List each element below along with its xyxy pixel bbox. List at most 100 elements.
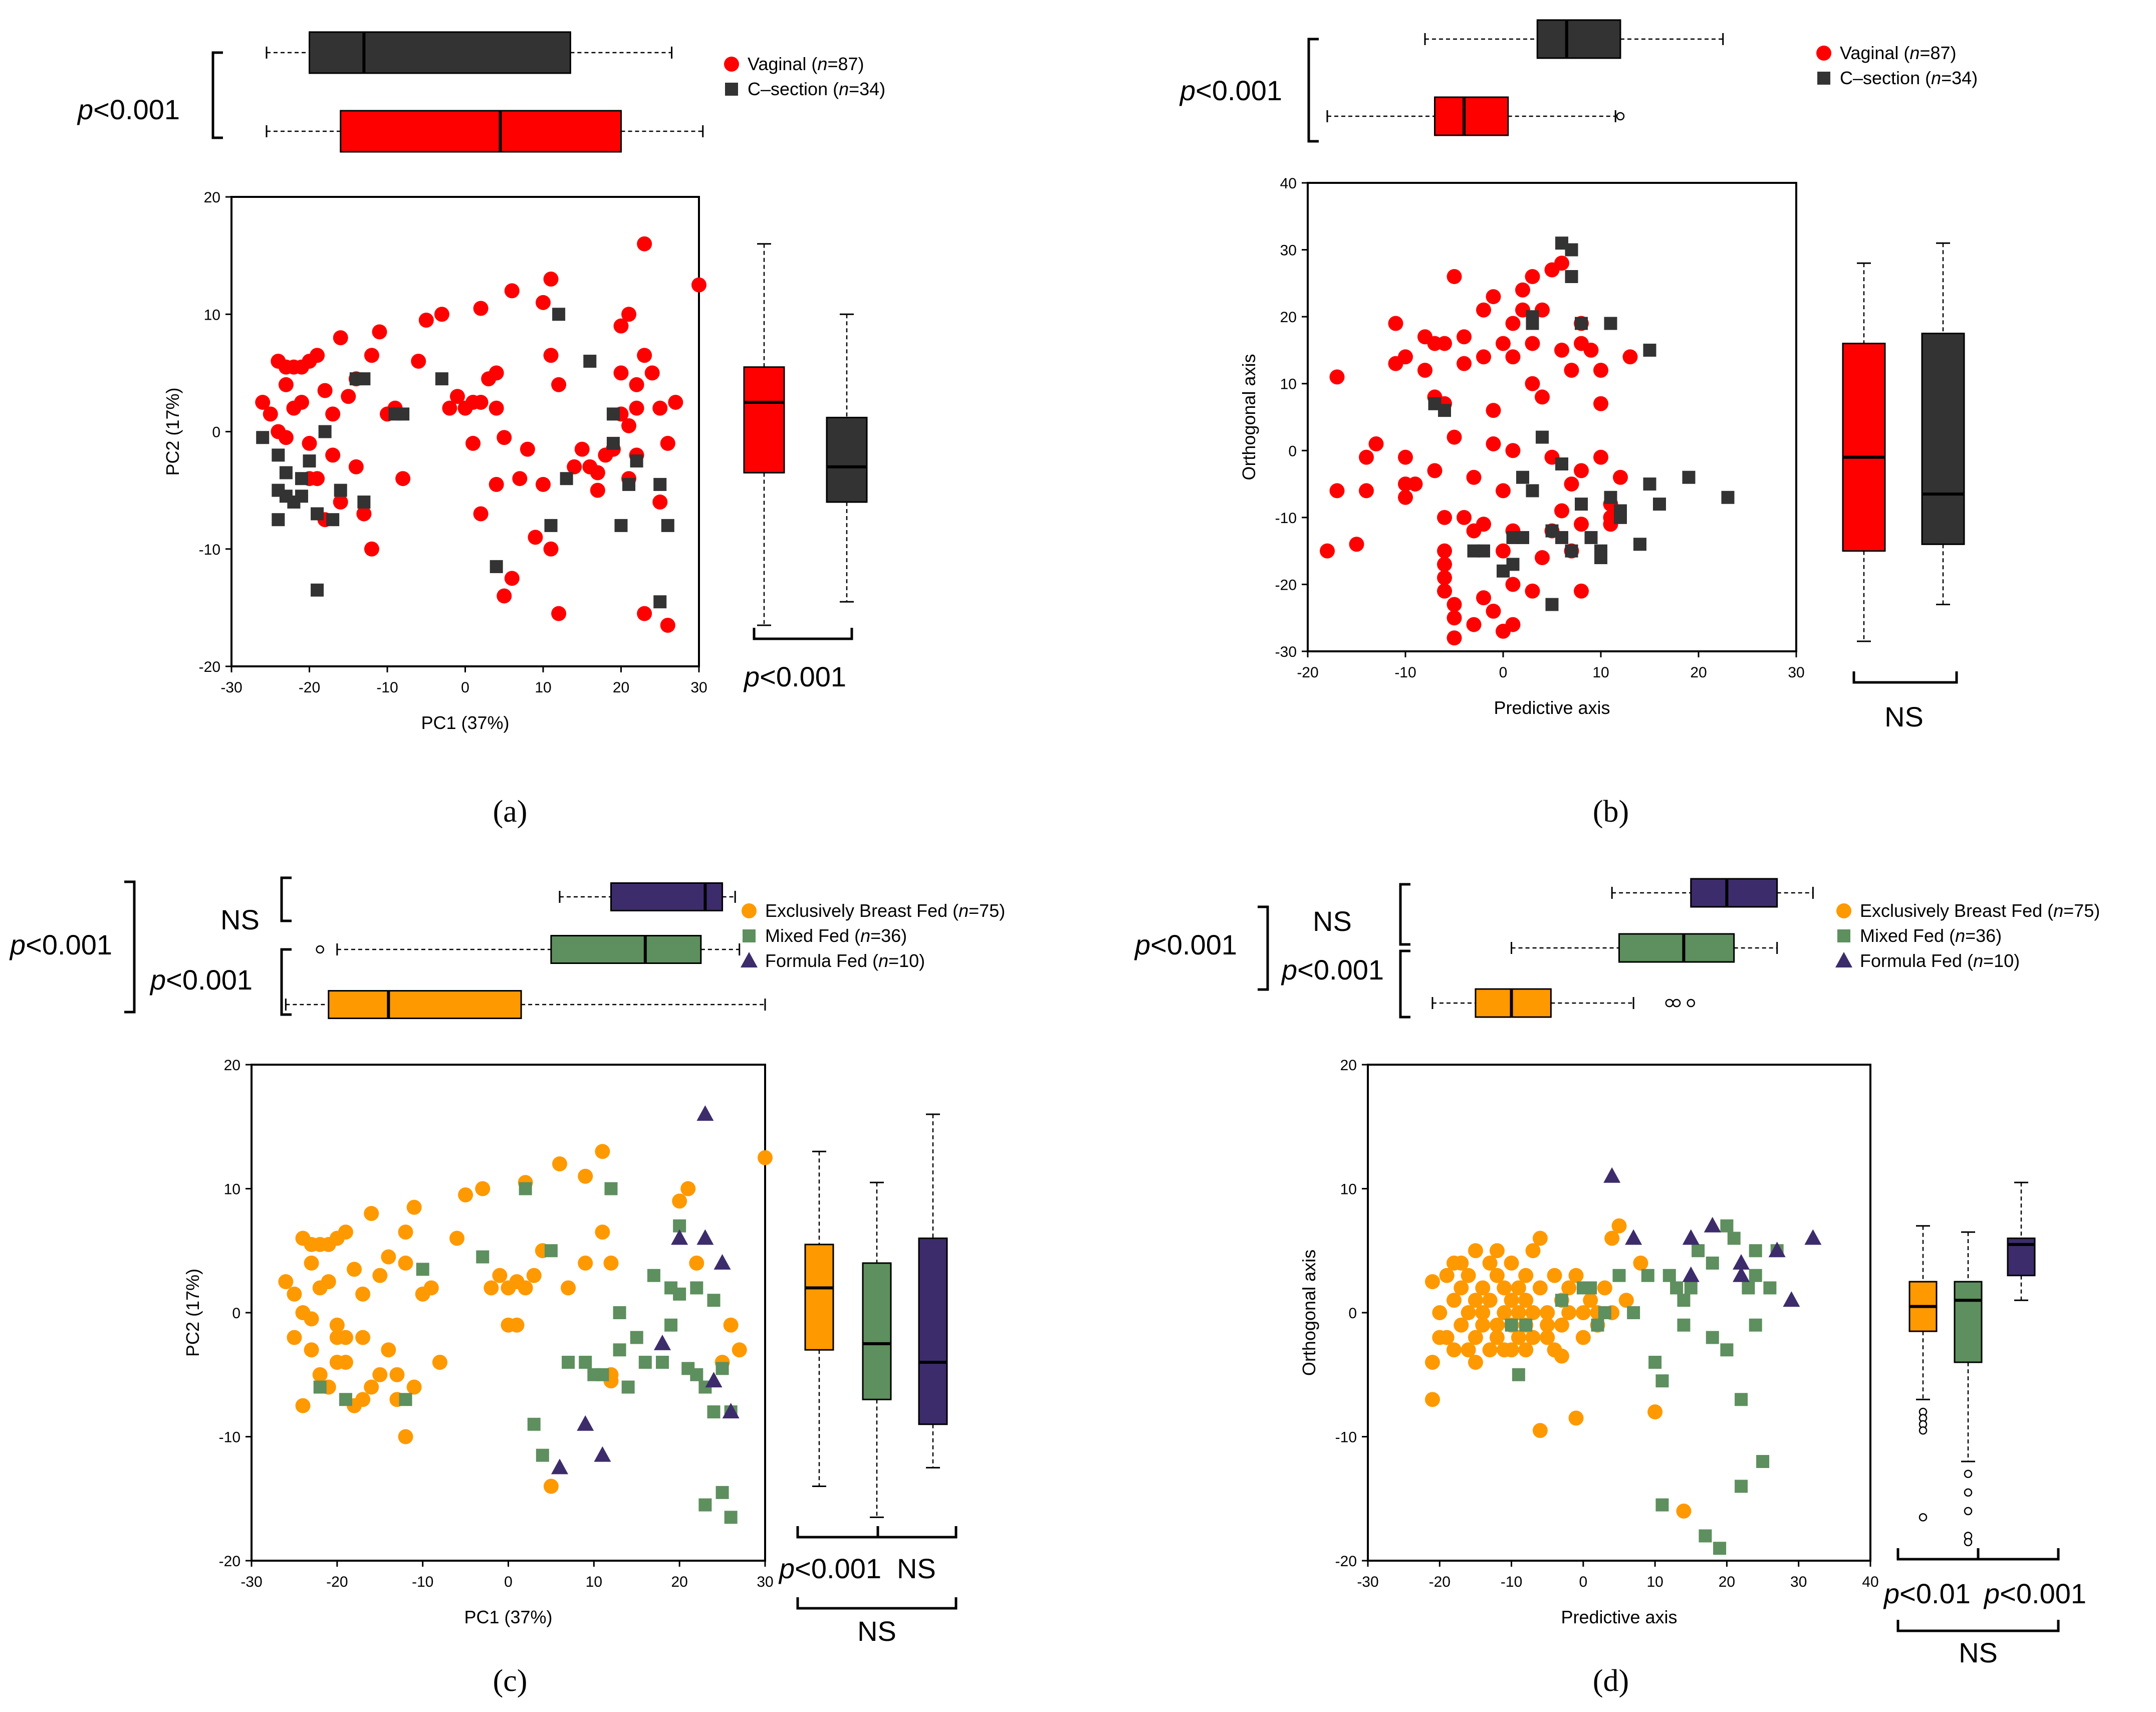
sig-bracket <box>1977 1548 2060 1561</box>
data-point <box>1454 1317 1469 1333</box>
outlier <box>1964 1470 1973 1478</box>
data-point <box>544 1244 558 1258</box>
sig-bracket <box>280 876 292 922</box>
sig-bracket <box>1399 949 1410 1019</box>
data-point <box>504 283 520 299</box>
outlier <box>1687 999 1696 1008</box>
data-point <box>722 1403 740 1418</box>
top-boxplot-exclusively-breast-fed <box>1431 988 1696 1018</box>
data-point <box>1437 336 1452 351</box>
data-point <box>310 471 325 486</box>
data-point <box>613 1306 626 1319</box>
data-point <box>326 513 340 527</box>
data-point <box>551 377 567 392</box>
data-point <box>1561 1305 1577 1320</box>
data-point <box>660 435 675 451</box>
sig-bracket <box>1399 883 1410 946</box>
data-point <box>1532 1231 1548 1246</box>
data-point <box>1525 269 1540 284</box>
data-point <box>690 1281 703 1295</box>
data-point <box>560 472 573 485</box>
data-point <box>1682 470 1696 484</box>
data-point <box>562 1356 575 1369</box>
data-point <box>473 301 489 316</box>
x-axis-label: Predictive axis <box>1494 697 1610 718</box>
series-formula-fed <box>1603 1167 1822 1307</box>
x-tick-label: 30 <box>757 1574 773 1590</box>
data-point <box>278 359 294 375</box>
data-point <box>278 377 294 392</box>
side-boxplot-formula-fed <box>2007 1181 2036 1301</box>
top-boxplot-c-section <box>266 31 673 74</box>
data-point <box>512 471 528 486</box>
data-point <box>1329 483 1345 499</box>
data-point <box>596 1368 609 1381</box>
data-point <box>279 466 293 479</box>
data-point <box>732 1342 747 1358</box>
data-point <box>1584 1281 1597 1295</box>
data-point <box>1742 1281 1755 1295</box>
y-tick-label: -20 <box>219 1553 241 1570</box>
top-boxplot-vaginal <box>1326 96 1625 136</box>
data-point <box>1461 1268 1476 1283</box>
data-point <box>357 372 371 386</box>
data-point <box>321 1274 336 1290</box>
y-tick-label: -20 <box>1335 1553 1357 1570</box>
sig-label: p<0.001 <box>149 964 253 996</box>
data-point <box>1682 1266 1700 1282</box>
data-point <box>1359 483 1374 499</box>
data-point <box>311 583 324 597</box>
outlier <box>316 945 324 954</box>
data-point <box>329 1317 345 1333</box>
data-point <box>398 1225 413 1240</box>
data-point <box>1749 1318 1762 1332</box>
y-tick-label: 0 <box>1288 443 1297 459</box>
x-tick-label: 20 <box>671 1574 687 1590</box>
data-point <box>1721 491 1735 504</box>
data-point <box>311 507 324 521</box>
data-point <box>312 1367 328 1382</box>
data-point <box>1653 498 1666 511</box>
y-tick-label: 0 <box>1348 1305 1357 1322</box>
data-point <box>1670 1281 1684 1295</box>
sig-label: NS <box>220 904 260 935</box>
data-point <box>1622 349 1638 365</box>
data-point <box>347 1262 362 1277</box>
data-point <box>590 482 605 498</box>
data-point <box>1647 1404 1663 1419</box>
data-point <box>1447 429 1462 445</box>
data-point <box>691 277 706 293</box>
data-point <box>1432 1305 1448 1320</box>
data-point <box>653 595 667 609</box>
data-point <box>637 348 652 363</box>
data-point <box>1447 630 1462 646</box>
y-tick-label: 0 <box>232 1305 241 1322</box>
legend-label: C–section (n=34) <box>748 79 885 99</box>
legend-label: Formula Fed (n=10) <box>1860 950 2020 971</box>
y-tick-label: 10 <box>224 1181 241 1198</box>
data-point <box>372 1268 388 1283</box>
data-point <box>1475 1317 1491 1333</box>
data-point <box>1476 590 1491 606</box>
sig-bracket <box>796 1597 957 1610</box>
data-point <box>1482 1256 1498 1271</box>
data-point <box>1497 1305 1512 1320</box>
data-point <box>630 1331 643 1344</box>
data-point <box>1417 363 1432 378</box>
data-point <box>1505 443 1521 458</box>
plot-frame <box>251 1064 766 1562</box>
data-point <box>1504 1342 1519 1358</box>
data-point <box>1496 483 1511 499</box>
data-point <box>536 295 551 310</box>
legend-label: Vaginal (n=87) <box>748 54 864 74</box>
data-point <box>1466 617 1482 632</box>
data-point <box>552 1156 567 1171</box>
data-point <box>1532 1280 1548 1296</box>
top-boxplot-exclusively-breast-fed <box>285 990 766 1019</box>
data-point <box>497 588 512 604</box>
data-point <box>1497 1280 1512 1296</box>
data-point <box>696 1229 714 1245</box>
data-point <box>672 1193 687 1209</box>
data-point <box>1604 317 1617 330</box>
box <box>1842 343 1886 552</box>
